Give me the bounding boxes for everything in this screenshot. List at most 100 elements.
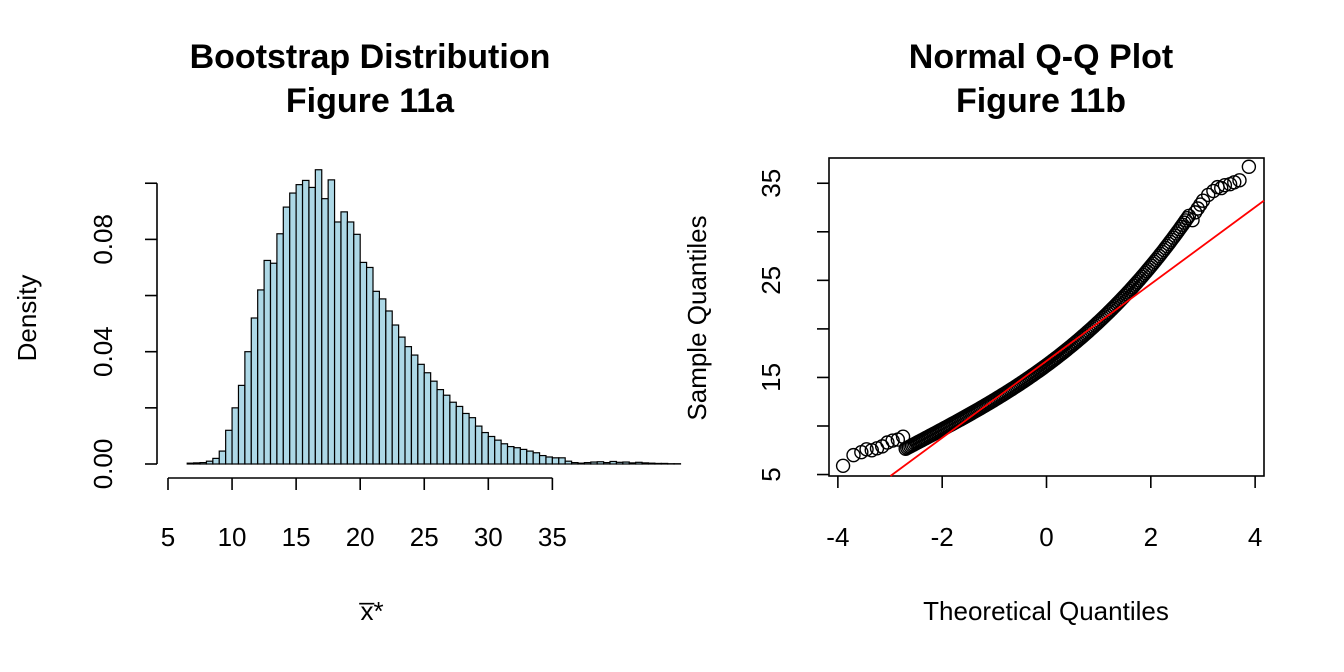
qq-point: [846, 447, 861, 463]
qq-point: [1232, 173, 1247, 188]
histogram-bar: [359, 261, 368, 465]
histogram-y-axis: 0.00 0.04 0.08: [88, 182, 158, 490]
histogram-bar: [423, 372, 432, 465]
qq-point: [1206, 183, 1221, 199]
histogram-bar: [231, 407, 240, 465]
qq-point: [1214, 180, 1229, 196]
qq-x-tick-label: -2: [931, 522, 954, 552]
histogram-bar: [378, 298, 387, 465]
histogram-x-tick-label: 25: [410, 522, 439, 552]
histogram-bar: [570, 461, 579, 465]
histogram-bar: [244, 351, 252, 465]
histogram-bar: [487, 435, 496, 465]
qq-x-tick-label: 0: [1039, 522, 1053, 552]
qq-points: [835, 159, 1257, 474]
histogram-panel: Bootstrap Distribution Figure 11a 5 10 15 2…: [12, 38, 682, 626]
histogram-bar: [385, 310, 393, 465]
histogram-bar: [205, 460, 214, 465]
histogram-bar: [513, 447, 521, 465]
histogram-bar: [301, 179, 310, 465]
histogram-x-tick-label: 20: [346, 522, 375, 552]
histogram-y-tick-label: 0.04: [88, 326, 118, 377]
histogram-bar: [654, 462, 662, 465]
qq-x-tick-label: 4: [1248, 522, 1262, 552]
histogram-bar: [308, 186, 316, 465]
histogram-bar: [321, 198, 329, 465]
histogram-bar: [603, 461, 611, 465]
qq-y-tick-label: 15: [756, 363, 786, 392]
histogram-bar: [365, 266, 374, 465]
histogram-bar: [500, 443, 509, 465]
histogram-bar: [186, 462, 195, 465]
histogram-bar: [494, 439, 502, 465]
histogram-y-axis-label: Density: [12, 275, 42, 362]
histogram-bar: [660, 462, 669, 465]
histogram-bar: [609, 460, 618, 465]
histogram-bar: [269, 262, 278, 465]
qq-y-tick-label: 5: [756, 467, 786, 481]
histogram-bar: [635, 461, 643, 465]
histogram-bar: [225, 429, 233, 465]
qq-plot-panel: Normal Q-Q Plot Figure 11b -4 -2 0 2 4 5 15 25…: [682, 38, 1265, 626]
qq-x-axis-label: Theoretical Quantiles: [923, 596, 1169, 626]
histogram-x-tick-label: 15: [282, 522, 311, 552]
histogram-bar: [340, 211, 348, 465]
histogram-bar: [628, 462, 637, 465]
histogram-x-tick-label: 5: [161, 522, 175, 552]
qq-point: [1187, 205, 1203, 220]
histogram-bar: [410, 354, 419, 465]
qq-point: [1185, 212, 1200, 228]
histogram-x-tick-label: 30: [474, 522, 503, 552]
histogram-bar: [538, 454, 547, 465]
histogram-x-tick-label: 10: [218, 522, 247, 552]
qq-x-axis: -4 -2 0 2 4: [826, 476, 1262, 552]
histogram-bar: [212, 457, 220, 465]
histogram-bar: [353, 233, 361, 465]
histogram-bar: [430, 380, 438, 465]
histogram-bar: [436, 388, 445, 465]
histogram-y-tick-label: 0.00: [88, 439, 118, 490]
histogram-bar: [545, 456, 553, 465]
histogram-bar: [327, 179, 336, 465]
qq-title-line1: Normal Q-Q Plot: [909, 38, 1173, 76]
histogram-bar: [237, 384, 246, 465]
histogram-bar: [314, 169, 323, 465]
histogram-bar: [474, 425, 483, 465]
qq-point: [1193, 197, 1208, 212]
histogram-bar: [295, 184, 304, 465]
qq-point: [885, 433, 900, 448]
histogram-bar: [615, 461, 624, 465]
qq-y-tick-label: 35: [756, 169, 786, 198]
qq-title-line2: Figure 11b: [956, 82, 1126, 120]
histogram-x-axis: 5 10 15 20 25 30 35: [161, 477, 567, 552]
histogram-bar: [647, 462, 656, 465]
histogram-bar: [372, 290, 381, 465]
histogram-bar: [481, 431, 489, 465]
histogram-bar: [199, 461, 208, 465]
histogram-bar: [289, 192, 297, 465]
histogram-y-tick-label: 0.08: [88, 214, 118, 265]
histogram-bar: [398, 336, 406, 465]
qq-point: [1178, 213, 1193, 228]
qq-point: [1217, 177, 1233, 193]
qq-point: [859, 442, 874, 457]
qq-x-tick-label: -4: [826, 522, 849, 552]
histogram-bar: [276, 233, 284, 465]
qq-point: [895, 429, 911, 444]
histogram-bar: [532, 452, 541, 465]
histogram-bar: [462, 412, 470, 465]
histogram-bars: [186, 169, 682, 465]
histogram-x-axis-label: x̅*: [359, 596, 384, 626]
histogram-bar: [417, 363, 425, 465]
qq-point: [835, 458, 851, 474]
histogram-bar: [551, 457, 560, 465]
histogram-bar: [404, 346, 413, 465]
qq-y-axis-label: Sample Quantiles: [682, 215, 712, 420]
histogram-bar: [506, 445, 515, 465]
histogram-bar: [449, 401, 457, 465]
histogram-bar: [263, 259, 272, 465]
histogram-bar: [442, 394, 451, 465]
histogram-bar: [564, 460, 573, 465]
histogram-bar: [583, 461, 592, 465]
